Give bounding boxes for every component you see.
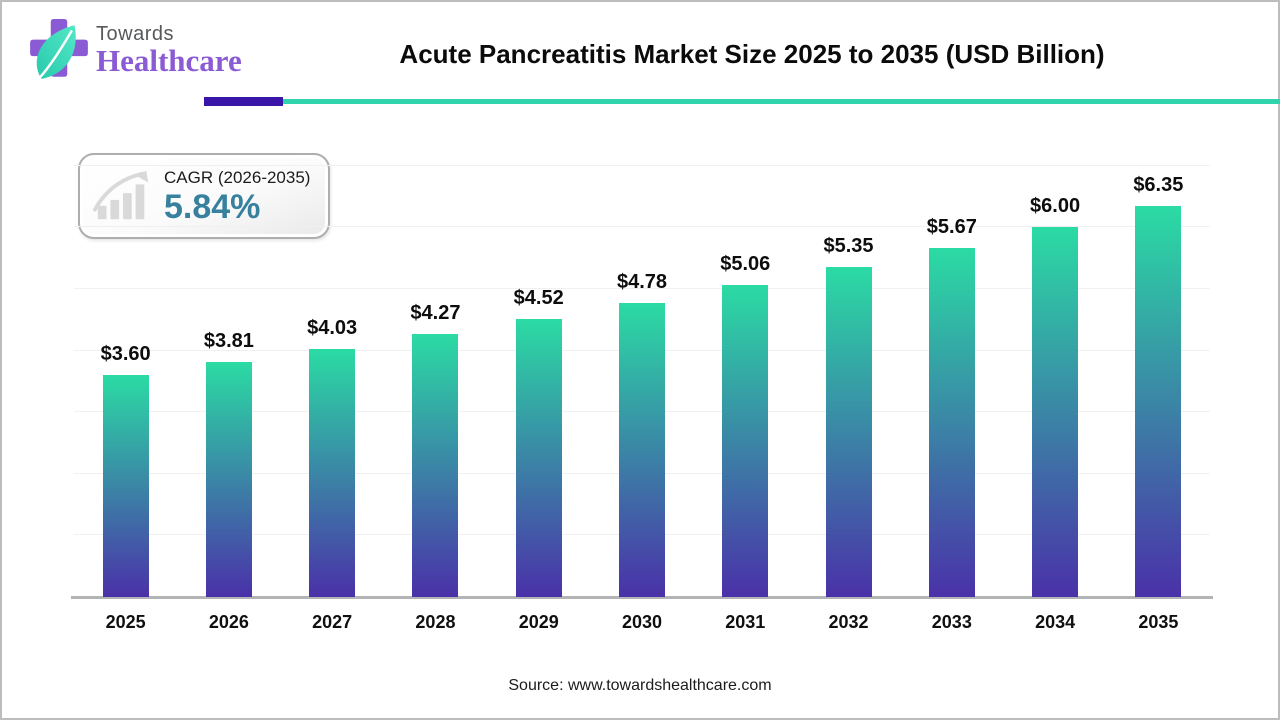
gridline xyxy=(74,288,1210,289)
title-underline-purple xyxy=(204,97,283,106)
bar xyxy=(1032,227,1079,597)
bar-value-label: $3.81 xyxy=(203,330,254,353)
logo-text: Towards Healthcare xyxy=(96,24,242,78)
logo-healthcare: Healthcare xyxy=(96,43,242,78)
logo-cross-leaf-icon xyxy=(30,19,88,79)
cagr-badge: CAGR (2026-2035) 5.84% xyxy=(78,153,330,239)
x-tick-label: 2029 xyxy=(518,612,559,632)
x-axis-line xyxy=(71,596,1213,599)
source-text: Source: www.towardshealthcare.com xyxy=(508,677,772,694)
gridline xyxy=(74,226,1210,228)
bar-column: $4.27 xyxy=(384,135,487,597)
cagr-text: CAGR (2026-2035) 5.84% xyxy=(164,168,310,224)
bar-value-label: $4.52 xyxy=(513,286,564,309)
x-axis-labels: 2025 2026 2027 2028 2029 2030 2031 2032 2033 2034… xyxy=(74,612,1210,640)
bar xyxy=(928,247,975,597)
x-tick-label: 2030 xyxy=(621,612,663,632)
bar-column: $6.35 xyxy=(1107,135,1210,597)
bar-column: $5.06 xyxy=(694,135,797,597)
bar xyxy=(515,318,562,597)
x-tick-label: 2033 xyxy=(931,612,972,632)
bar-column: $5.67 xyxy=(900,135,1003,597)
bar xyxy=(618,302,665,597)
x-tick-label: 2034 xyxy=(1035,612,1076,632)
bar-chart-plot-area: $3.60 $3.81 $4.03 $4.27 $4.52 $4.78 $5.06 $5.35… xyxy=(71,135,1213,599)
growth-chart-icon xyxy=(92,170,149,220)
bar-value-label: $6.35 xyxy=(1133,173,1184,196)
bar-column: $3.60 xyxy=(74,135,177,597)
bar-column: $6.00 xyxy=(1003,135,1106,597)
x-tick-label: 2028 xyxy=(415,612,456,632)
bar xyxy=(722,285,769,597)
gridline xyxy=(74,164,1210,166)
bar-column: $4.03 xyxy=(281,135,384,597)
towards-healthcare-logo: Towards Healthcare xyxy=(28,18,242,84)
bar xyxy=(205,362,252,597)
bar-value-label: $4.03 xyxy=(307,316,358,339)
x-tick-label: 2035 xyxy=(1138,612,1179,632)
bar-value-label: $5.35 xyxy=(823,235,874,258)
bar-value-label: $4.78 xyxy=(616,270,668,293)
bar xyxy=(309,348,356,597)
bar-value-label: $5.06 xyxy=(720,253,771,276)
bar-value-label: $4.27 xyxy=(410,301,461,324)
bar-column: $5.35 xyxy=(797,135,900,597)
cagr-value: 5.84% xyxy=(164,188,261,226)
bar-value-label: $6.00 xyxy=(1030,195,1081,218)
cagr-label: CAGR (2026-2035) xyxy=(164,168,311,187)
x-tick-label: 2026 xyxy=(208,612,249,632)
x-tick-label: 2025 xyxy=(105,612,146,632)
bar-column: $3.81 xyxy=(177,135,280,597)
bar xyxy=(102,375,149,597)
chart-title: Acute Pancreatitis Market Size 2025 to 2… xyxy=(399,39,1105,69)
bar-column: $4.78 xyxy=(590,135,693,597)
bar-value-label: $5.67 xyxy=(926,215,977,238)
title-underline-teal xyxy=(283,99,1280,104)
bar xyxy=(412,333,459,597)
x-tick-label: 2027 xyxy=(312,612,353,632)
logo-towards: Towards xyxy=(96,23,174,45)
bar xyxy=(1135,205,1182,597)
bar-value-label: $3.60 xyxy=(100,343,151,366)
bar xyxy=(825,267,872,597)
bar-column: $4.52 xyxy=(487,135,590,597)
x-tick-label: 2031 xyxy=(725,612,766,632)
x-tick-label: 2032 xyxy=(828,612,869,632)
